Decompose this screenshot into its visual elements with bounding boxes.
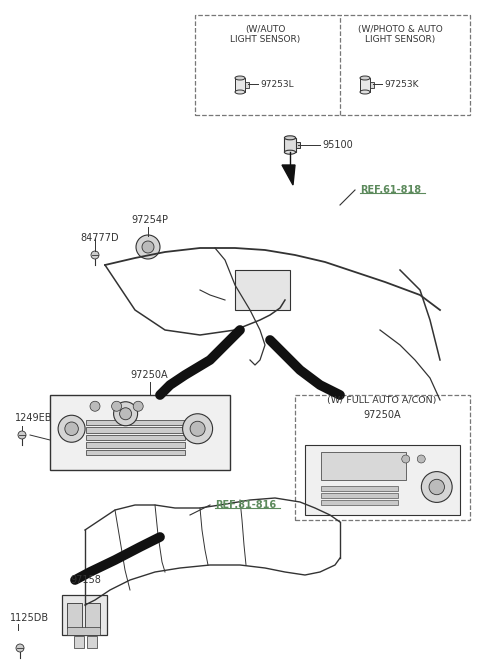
- Ellipse shape: [235, 90, 245, 94]
- Ellipse shape: [284, 150, 296, 154]
- Text: 95100: 95100: [322, 140, 353, 150]
- Bar: [86, 442, 185, 448]
- Bar: [62, 595, 107, 635]
- Text: 1125DB: 1125DB: [10, 613, 49, 623]
- Circle shape: [182, 414, 213, 444]
- Bar: [321, 493, 398, 497]
- Polygon shape: [282, 165, 295, 185]
- Text: 97253L: 97253L: [260, 80, 294, 88]
- Text: 84777D: 84777D: [80, 233, 119, 243]
- Bar: [245, 82, 249, 88]
- Text: 1249EB: 1249EB: [15, 413, 52, 423]
- Circle shape: [58, 415, 85, 442]
- Text: 97158: 97158: [70, 575, 101, 585]
- Text: (W/AUTO
LIGHT SENSOR): (W/AUTO LIGHT SENSOR): [230, 25, 300, 44]
- Circle shape: [133, 401, 143, 411]
- Ellipse shape: [360, 90, 370, 94]
- Ellipse shape: [360, 76, 370, 80]
- Text: REF.81-816: REF.81-816: [215, 500, 276, 510]
- Circle shape: [90, 401, 100, 411]
- Circle shape: [18, 431, 26, 439]
- Bar: [235, 270, 290, 310]
- Text: 97250A: 97250A: [130, 370, 168, 380]
- Bar: [87, 636, 97, 648]
- Text: 97253K: 97253K: [384, 80, 419, 88]
- Bar: [321, 452, 406, 480]
- Bar: [50, 395, 230, 470]
- Text: (W/PHOTO & AUTO
LIGHT SENSOR): (W/PHOTO & AUTO LIGHT SENSOR): [358, 25, 443, 44]
- Text: 97254P: 97254P: [132, 215, 168, 225]
- Bar: [295, 395, 470, 520]
- Bar: [360, 78, 370, 92]
- Circle shape: [91, 251, 99, 259]
- Circle shape: [120, 408, 132, 420]
- Circle shape: [16, 644, 24, 652]
- Text: 97250A: 97250A: [363, 410, 401, 420]
- Circle shape: [142, 241, 154, 253]
- Bar: [321, 485, 398, 491]
- Bar: [235, 78, 245, 92]
- Circle shape: [114, 402, 138, 426]
- Circle shape: [65, 422, 78, 436]
- Bar: [86, 420, 185, 425]
- Bar: [321, 499, 398, 505]
- Bar: [86, 435, 185, 440]
- Bar: [195, 15, 470, 115]
- Circle shape: [112, 401, 121, 411]
- Circle shape: [402, 455, 410, 463]
- Text: (W/ FULL AUTO A/CON): (W/ FULL AUTO A/CON): [327, 396, 437, 404]
- Bar: [85, 603, 100, 628]
- Bar: [296, 142, 300, 148]
- Bar: [74, 636, 84, 648]
- Bar: [370, 82, 374, 88]
- Circle shape: [421, 471, 452, 503]
- Bar: [284, 138, 296, 152]
- Bar: [305, 445, 460, 515]
- Bar: [86, 427, 185, 432]
- Ellipse shape: [235, 76, 245, 80]
- Ellipse shape: [284, 136, 296, 140]
- Bar: [86, 450, 185, 455]
- Circle shape: [190, 421, 205, 436]
- Text: REF.61-818: REF.61-818: [360, 185, 421, 195]
- Bar: [67, 603, 82, 628]
- Circle shape: [136, 235, 160, 259]
- Circle shape: [429, 479, 444, 495]
- Circle shape: [417, 455, 425, 463]
- Bar: [67, 627, 100, 635]
